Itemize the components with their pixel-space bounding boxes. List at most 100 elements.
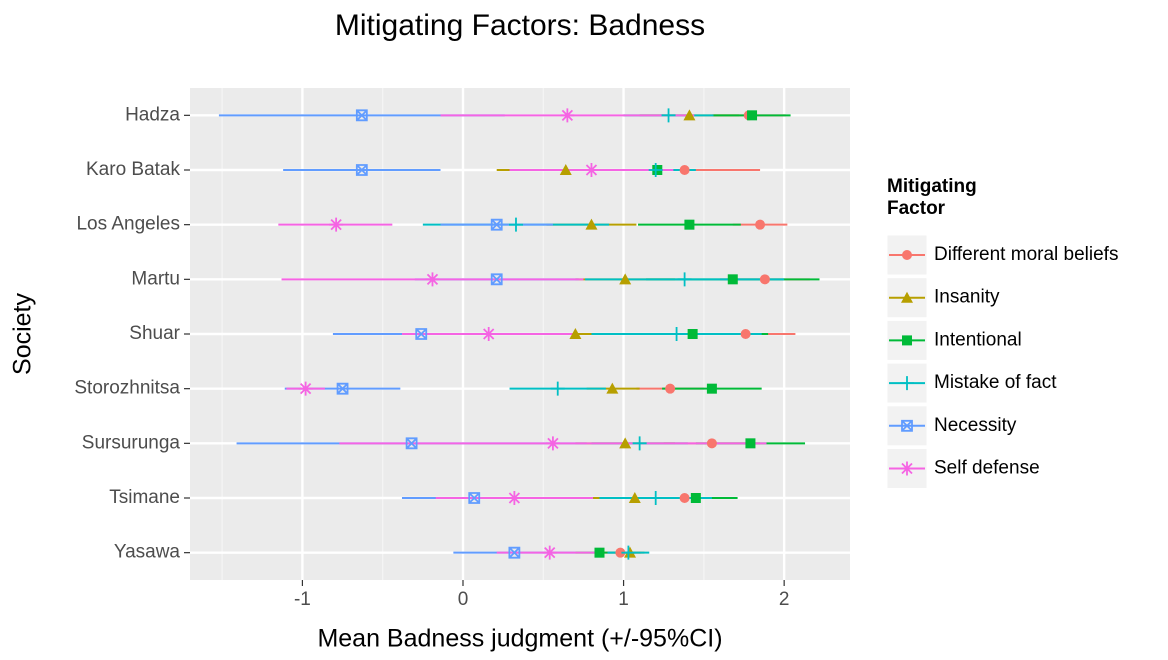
point-shape	[727, 274, 738, 285]
point	[706, 383, 717, 394]
point	[594, 547, 605, 558]
point	[425, 272, 440, 287]
point-shape	[336, 382, 349, 395]
point-shape	[425, 272, 440, 287]
point-shape	[747, 110, 758, 121]
y-tick-label: Shuar	[129, 323, 180, 344]
point	[901, 291, 913, 303]
x-tick-label: 2	[779, 589, 790, 610]
point-shape	[594, 547, 605, 558]
point	[745, 438, 756, 449]
point	[632, 436, 647, 451]
point	[683, 109, 696, 121]
y-tick-label: Sursurunga	[82, 432, 181, 453]
point	[336, 382, 349, 395]
point	[677, 272, 692, 287]
point-shape	[415, 328, 428, 340]
y-tick-label: Karo Batak	[86, 159, 180, 180]
point-shape	[490, 273, 503, 286]
y-tick-label: Los Angeles	[76, 214, 180, 235]
point-shape	[687, 329, 698, 339]
point	[298, 381, 313, 396]
point-shape	[669, 327, 684, 341]
point-shape	[901, 291, 913, 303]
point	[628, 492, 641, 503]
point	[900, 461, 914, 476]
legend-label: Self defense	[934, 458, 1040, 479]
point-shape	[900, 461, 914, 476]
x-axis-title: Mean Badness judgment (+/-95%CI)	[317, 625, 722, 653]
point-shape	[559, 164, 572, 175]
point-shape	[560, 108, 575, 123]
point-shape	[355, 164, 368, 176]
point	[606, 382, 619, 394]
y-tick-label: Hadza	[125, 104, 180, 125]
point	[559, 164, 572, 175]
point	[747, 110, 758, 121]
point-shape	[706, 383, 717, 394]
legend-label: Insanity	[934, 287, 1000, 308]
chart-title: Mitigating Factors: Badness	[335, 9, 705, 42]
point-shape	[615, 547, 626, 558]
point-shape	[902, 250, 912, 260]
point-shape	[661, 108, 676, 123]
point	[690, 493, 701, 503]
point-shape	[901, 419, 913, 432]
x-tick-label: 1	[618, 589, 629, 610]
point-shape	[606, 382, 619, 394]
point-shape	[677, 272, 692, 287]
point-shape	[507, 491, 522, 505]
point-shape	[745, 438, 756, 449]
point	[545, 436, 560, 451]
point	[755, 219, 766, 230]
point	[679, 493, 690, 503]
point	[759, 274, 770, 285]
point-shape	[755, 219, 766, 230]
point-shape	[679, 493, 690, 503]
point	[648, 491, 663, 505]
point-shape	[648, 163, 663, 177]
point-shape	[683, 109, 696, 121]
point	[405, 437, 418, 450]
point-shape	[759, 274, 770, 285]
point	[508, 217, 523, 232]
point	[468, 492, 481, 504]
point	[661, 108, 676, 123]
point	[619, 273, 632, 285]
point-shape	[550, 381, 565, 396]
point	[481, 327, 496, 341]
point-shape	[508, 217, 523, 232]
point	[507, 491, 522, 505]
point-shape	[569, 328, 582, 339]
point	[679, 165, 690, 175]
point	[665, 383, 676, 394]
point	[355, 164, 368, 176]
point	[684, 219, 695, 230]
point-shape	[468, 492, 481, 504]
point	[490, 218, 503, 231]
point	[687, 329, 698, 339]
point	[706, 438, 717, 449]
point	[621, 545, 636, 560]
point	[900, 376, 914, 391]
point	[615, 547, 626, 558]
y-tick-label: Storozhnitsa	[74, 378, 180, 399]
point	[727, 274, 738, 285]
point-shape	[508, 546, 521, 559]
point-shape	[690, 493, 701, 503]
legend-title: Mitigating Factor	[887, 176, 977, 219]
point	[560, 108, 575, 123]
point-shape	[490, 218, 503, 231]
y-tick-label: Tsimane	[109, 487, 180, 508]
point	[415, 328, 428, 340]
point-shape	[632, 436, 647, 451]
point-shape	[542, 545, 557, 560]
point	[542, 545, 557, 560]
point	[648, 163, 663, 177]
point-shape	[481, 327, 496, 341]
point	[669, 327, 684, 341]
point	[508, 546, 521, 559]
legend-label: Different moral beliefs	[934, 244, 1118, 265]
y-axis-title: Society	[9, 293, 37, 375]
